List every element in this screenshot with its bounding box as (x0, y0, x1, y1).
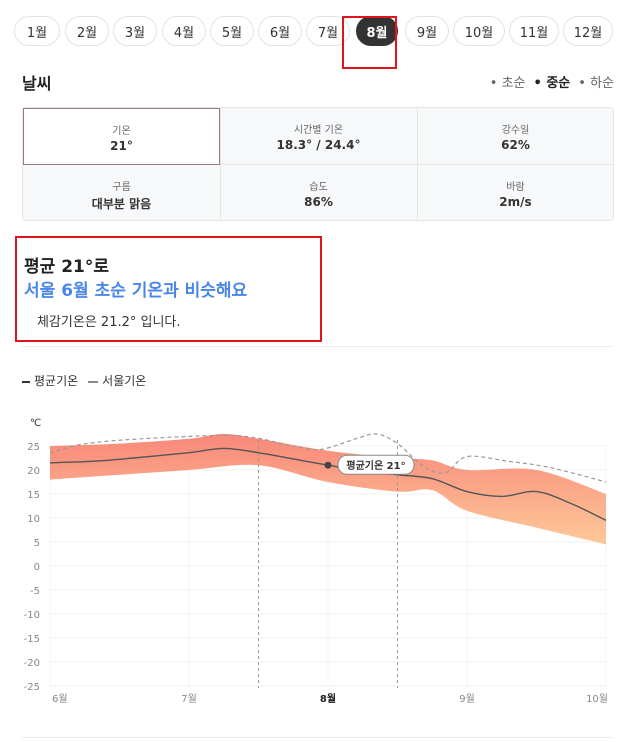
stat-label: 습도 (309, 182, 328, 193)
y-axis-label: ℃ (30, 418, 41, 429)
stat-value: 대부분 맑음 (91, 197, 152, 211)
section-divider (22, 737, 614, 738)
y-tick-label: 5 (34, 538, 40, 549)
month-tab[interactable]: 9월 (405, 16, 449, 46)
x-tick-label: 10월 (586, 693, 608, 705)
y-tick-label: -10 (24, 610, 40, 621)
stat-value: 21° (110, 139, 133, 153)
month-tab[interactable]: 4월 (162, 16, 206, 46)
section-title: 날씨 (22, 74, 52, 93)
month-tab[interactable]: 5월 (210, 16, 254, 46)
seoul-temperature-line (49, 433, 607, 483)
stat-cloud[interactable]: 구름 대부분 맑음 (23, 165, 220, 222)
y-tick-label: -25 (24, 682, 40, 693)
chart-legend: 평균기온 서울기온 (22, 372, 146, 389)
period-option-early[interactable]: • 초순 (489, 76, 526, 91)
x-tick-label: 9월 (459, 693, 475, 705)
grid-divider (23, 164, 613, 165)
y-tick-label: 20 (27, 466, 40, 477)
month-selector: 1월 2월 3월 4월 5월 6월 7월 8월 9월 10월 11월 12월 (0, 12, 634, 69)
temperature-range-band (50, 434, 606, 545)
period-selector: • 초순 • 중순 • 하순 (490, 72, 614, 91)
month-tab[interactable]: 2월 (65, 16, 109, 46)
y-tick-label: -5 (30, 586, 40, 597)
marker-label-bg (337, 454, 415, 475)
stat-precipitation[interactable]: 강수일 62% (417, 108, 614, 165)
summary-average: 평균 21°로 (24, 257, 109, 277)
marker-label: 평균기온 21° (346, 459, 405, 472)
period-option-late[interactable]: • 하순 (578, 76, 614, 91)
weather-stats-grid: 기온 21° 시간별 기온 18.3° / 24.4° 강수일 62% 구름 대… (22, 107, 614, 221)
temperature-summary: 평균 21°로 서울 6월 초순 기온과 비슷해요 체감기온은 21.2° 입니… (15, 236, 322, 342)
month-tab[interactable]: 6월 (258, 16, 302, 46)
y-tick-label: -20 (24, 658, 40, 669)
stat-temperature[interactable]: 기온 21° (23, 108, 220, 165)
month-tab[interactable]: 11월 (509, 16, 559, 46)
active-month-highlight (342, 16, 397, 69)
y-tick-label: 10 (27, 514, 40, 525)
stat-label: 강수일 (501, 125, 530, 136)
x-tick-label: 8월 (320, 693, 336, 705)
stat-label: 바람 (506, 182, 525, 193)
section-divider (22, 346, 614, 347)
stat-label: 시간별 기온 (293, 125, 344, 136)
period-option-mid[interactable]: • 중순 (533, 76, 571, 91)
y-tick-label: -15 (24, 634, 40, 645)
legend-seoul: 서울기온 (88, 372, 146, 389)
month-tab[interactable]: 3월 (113, 16, 157, 46)
month-tab[interactable]: 1월 (14, 16, 60, 46)
average-marker (324, 461, 332, 469)
stat-hourly-temperature[interactable]: 시간별 기온 18.3° / 24.4° (220, 108, 417, 165)
month-tab[interactable]: 12월 (563, 16, 613, 46)
stat-value: 18.3° / 24.4° (276, 138, 361, 152)
y-tick-label: 25 (27, 442, 40, 453)
stat-value: 86% (304, 195, 333, 209)
stat-humidity[interactable]: 습도 86% (220, 165, 417, 222)
stat-label: 기온 (112, 126, 131, 137)
y-tick-label: 0 (34, 562, 40, 573)
y-tick-label: 15 (27, 490, 40, 501)
summary-comparison: 서울 6월 초순 기온과 비슷해요 (24, 281, 248, 301)
legend-average: 평균기온 (22, 372, 78, 389)
stat-value: 2m/s (499, 195, 532, 209)
temperature-chart: ℃ 25 20 15 10 5 0 -5 -10 -15 -20 -25 평균기온 21° 6월 7월 8월 9… (24, 418, 608, 705)
stat-wind[interactable]: 바람 2m/s (417, 165, 614, 222)
summary-feels-like: 체감기온은 21.2° 입니다. (37, 315, 181, 330)
month-tab[interactable]: 8월 (356, 16, 398, 46)
x-tick-label: 7월 (181, 693, 197, 705)
stat-value: 62% (501, 138, 530, 152)
weather-section-header: 날씨 • 초순 • 중순 • 하순 (22, 70, 614, 93)
stat-label: 구름 (112, 182, 131, 193)
month-tab[interactable]: 10월 (453, 16, 505, 46)
x-tick-label: 6월 (52, 693, 68, 705)
